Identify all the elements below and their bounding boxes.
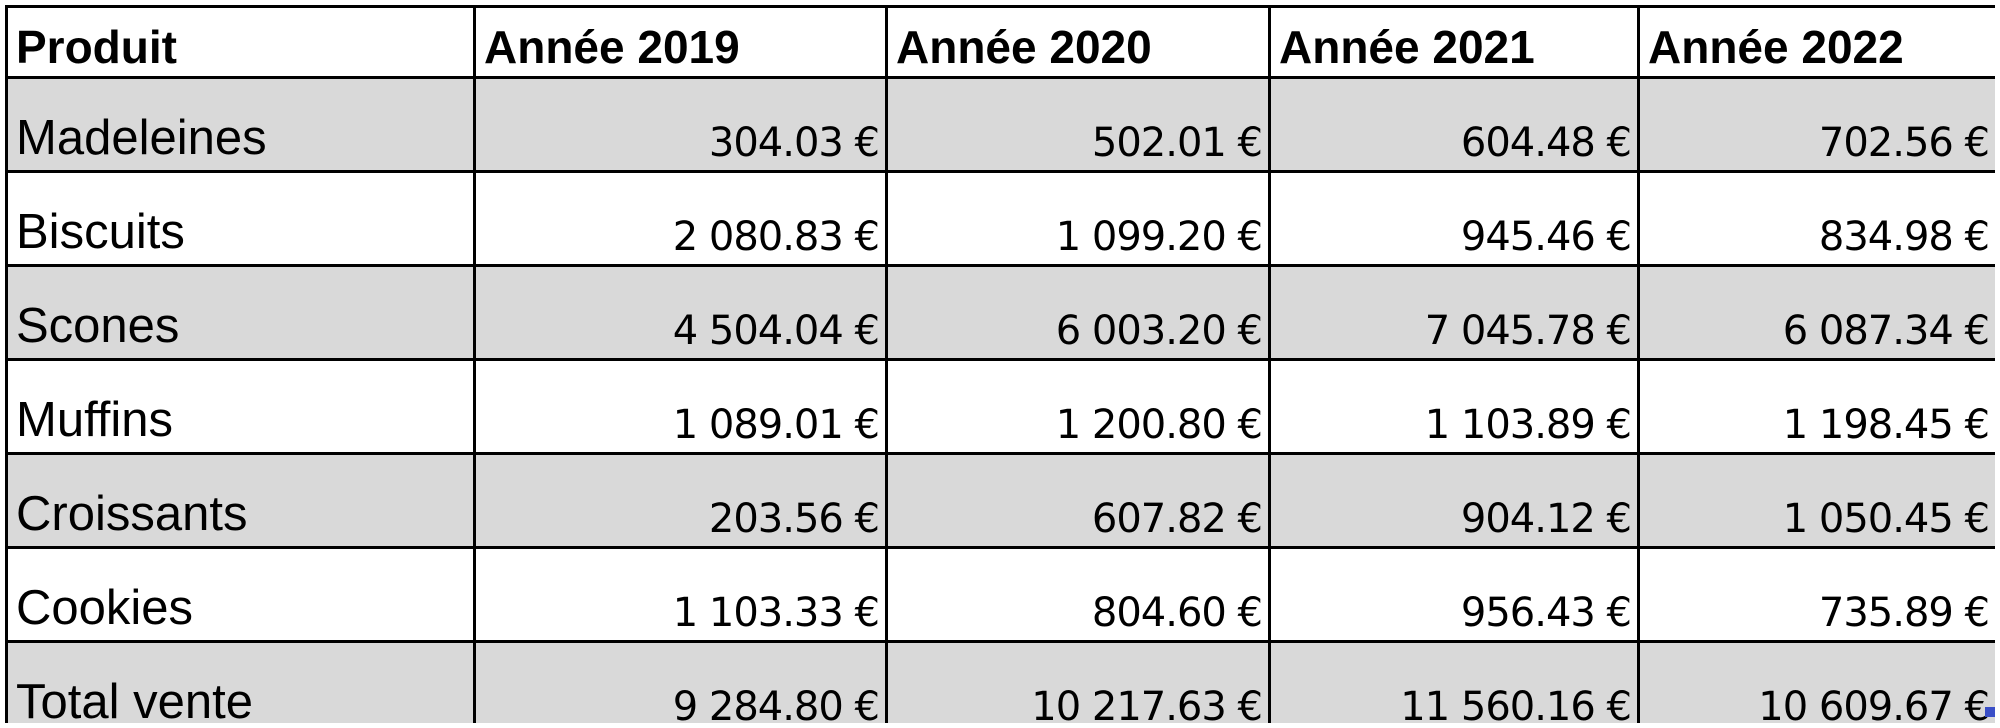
sales-table: Produit Année 2019 Année 2020 Année 2021…	[5, 5, 1995, 723]
value-cell[interactable]: 4 504.04 €	[473, 264, 888, 361]
header-row: Produit Année 2019 Année 2020 Année 2021…	[5, 5, 1995, 79]
value-cell[interactable]: 607.82 €	[885, 452, 1271, 549]
row-label-cell[interactable]: Cookies	[5, 546, 476, 643]
header-cell-2020[interactable]: Année 2020	[885, 5, 1271, 79]
value-cell[interactable]: 604.48 €	[1268, 76, 1640, 173]
row-label-cell[interactable]: Muffins	[5, 358, 476, 455]
value-cell[interactable]: 1 103.89 €	[1268, 358, 1640, 455]
row-label-cell[interactable]: Croissants	[5, 452, 476, 549]
row-label-cell[interactable]: Madeleines	[5, 76, 476, 173]
value-cell[interactable]: 1 198.45 €	[1637, 358, 1995, 455]
total-value-cell[interactable]: 10 217.63 €	[885, 640, 1271, 723]
spreadsheet-area: Produit Année 2019 Année 2020 Année 2021…	[5, 5, 1995, 723]
value-cell[interactable]: 502.01 €	[885, 76, 1271, 173]
value-cell[interactable]: 904.12 €	[1268, 452, 1640, 549]
total-value-cell[interactable]: 10 609.67 €	[1637, 640, 1995, 723]
header-cell-produit[interactable]: Produit	[5, 5, 476, 79]
header-cell-2019[interactable]: Année 2019	[473, 5, 888, 79]
value-cell[interactable]: 735.89 €	[1637, 546, 1995, 643]
value-cell[interactable]: 834.98 €	[1637, 170, 1995, 267]
row-label-cell[interactable]: Biscuits	[5, 170, 476, 267]
header-cell-2022[interactable]: Année 2022	[1637, 5, 1995, 79]
value-cell[interactable]: 6 003.20 €	[885, 264, 1271, 361]
value-cell[interactable]: 956.43 €	[1268, 546, 1640, 643]
value-cell[interactable]: 804.60 €	[885, 546, 1271, 643]
total-row: Total vente 9 284.80 € 10 217.63 € 11 56…	[5, 640, 1995, 723]
table-row: Biscuits 2 080.83 € 1 099.20 € 945.46 € …	[5, 170, 1995, 267]
value-cell[interactable]: 203.56 €	[473, 452, 888, 549]
header-cell-2021[interactable]: Année 2021	[1268, 5, 1640, 79]
table-row: Cookies 1 103.33 € 804.60 € 956.43 € 735…	[5, 546, 1995, 643]
value-cell[interactable]: 945.46 €	[1268, 170, 1640, 267]
value-cell[interactable]: 1 050.45 €	[1637, 452, 1995, 549]
table-row: Muffins 1 089.01 € 1 200.80 € 1 103.89 €…	[5, 358, 1995, 455]
table-row: Croissants 203.56 € 607.82 € 904.12 € 1 …	[5, 452, 1995, 549]
table-row: Madeleines 304.03 € 502.01 € 604.48 € 70…	[5, 76, 1995, 173]
row-label-cell[interactable]: Scones	[5, 264, 476, 361]
value-cell[interactable]: 304.03 €	[473, 76, 888, 173]
table-row: Scones 4 504.04 € 6 003.20 € 7 045.78 € …	[5, 264, 1995, 361]
value-cell[interactable]: 1 099.20 €	[885, 170, 1271, 267]
total-label-cell[interactable]: Total vente	[5, 640, 476, 723]
value-cell[interactable]: 1 200.80 €	[885, 358, 1271, 455]
value-cell[interactable]: 7 045.78 €	[1268, 264, 1640, 361]
total-value-cell[interactable]: 9 284.80 €	[473, 640, 888, 723]
value-cell[interactable]: 702.56 €	[1637, 76, 1995, 173]
value-cell[interactable]: 1 103.33 €	[473, 546, 888, 643]
value-cell[interactable]: 2 080.83 €	[473, 170, 888, 267]
value-cell[interactable]: 6 087.34 €	[1637, 264, 1995, 361]
selection-fill-handle[interactable]	[1985, 707, 1995, 717]
value-cell[interactable]: 1 089.01 €	[473, 358, 888, 455]
total-value-cell[interactable]: 11 560.16 €	[1268, 640, 1640, 723]
